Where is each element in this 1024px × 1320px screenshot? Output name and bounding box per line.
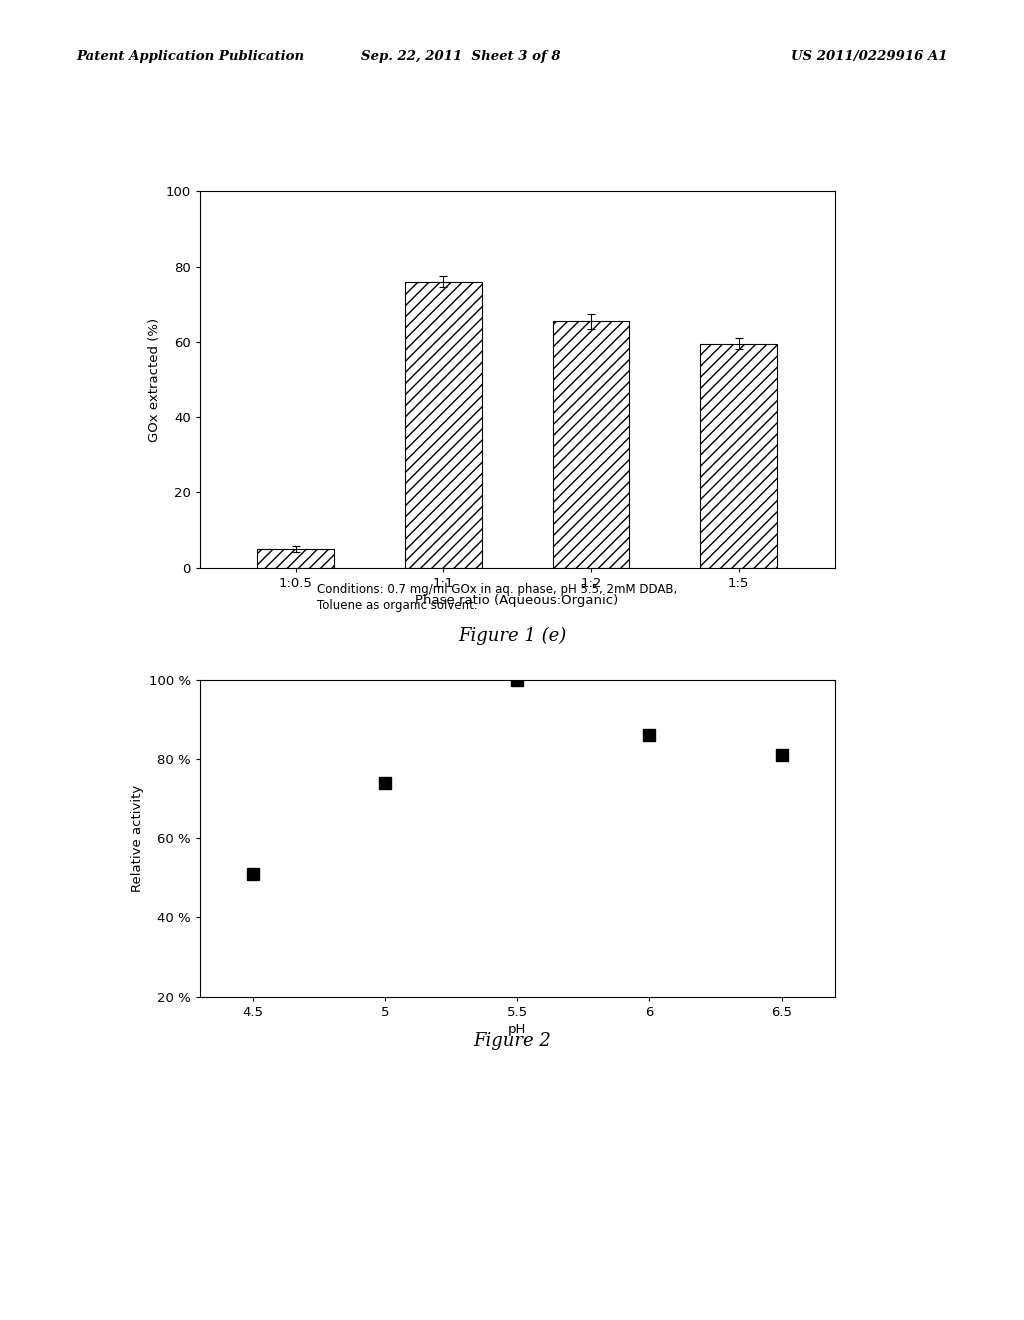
Text: Toluene as organic solvent.: Toluene as organic solvent. — [317, 599, 478, 612]
Bar — [553, 321, 630, 568]
X-axis label: pH: pH — [508, 1023, 526, 1036]
Text: Patent Application Publication: Patent Application Publication — [77, 50, 305, 63]
Text: Figure 1 (e): Figure 1 (e) — [458, 627, 566, 645]
Bar — [257, 549, 334, 568]
Bar — [700, 343, 777, 568]
Text: US 2011/0229916 A1: US 2011/0229916 A1 — [791, 50, 947, 63]
Text: Sep. 22, 2011  Sheet 3 of 8: Sep. 22, 2011 Sheet 3 of 8 — [361, 50, 560, 63]
Text: Figure 2: Figure 2 — [473, 1032, 551, 1051]
X-axis label: Phase ratio (Aqueous:Organic): Phase ratio (Aqueous:Organic) — [416, 594, 618, 607]
Bar — [404, 281, 481, 568]
Y-axis label: GOx extracted (%): GOx extracted (%) — [148, 317, 161, 442]
Y-axis label: Relative activity: Relative activity — [131, 784, 144, 892]
Text: Conditions: 0.7 mg/ml GOx in aq. phase, pH 5.5, 2mM DDAB,: Conditions: 0.7 mg/ml GOx in aq. phase, … — [317, 583, 678, 597]
